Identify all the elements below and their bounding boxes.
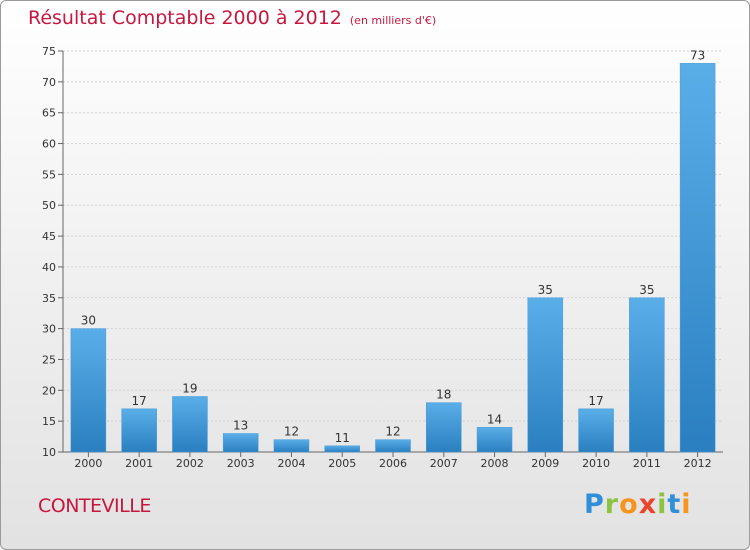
y-tick-label-65: 65 xyxy=(42,107,56,120)
y-tick-label-30: 30 xyxy=(42,323,56,336)
data-label-2011: 35 xyxy=(639,283,654,297)
logo-letter: x xyxy=(638,489,658,520)
x-tick-label-2009: 2009 xyxy=(531,457,559,470)
y-tick-label-75: 75 xyxy=(42,45,56,58)
x-tick-label-2012: 2012 xyxy=(684,457,712,470)
data-label-2001: 17 xyxy=(132,394,147,408)
data-label-2005: 11 xyxy=(335,431,350,445)
bar-2002 xyxy=(172,396,208,453)
data-label-2007: 18 xyxy=(436,388,451,402)
logo-letter: o xyxy=(619,489,639,520)
logo-letter: t xyxy=(667,489,682,520)
data-label-2009: 35 xyxy=(538,283,553,297)
bar-2001 xyxy=(121,408,157,453)
y-tick-label-35: 35 xyxy=(42,292,56,305)
x-tick-label-2002: 2002 xyxy=(176,457,204,470)
data-label-2008: 14 xyxy=(487,412,502,426)
bar-2006 xyxy=(375,439,411,453)
x-tick-label-2000: 2000 xyxy=(74,457,102,470)
data-label-2004: 12 xyxy=(284,425,299,439)
data-label-2003: 13 xyxy=(233,418,248,432)
y-tick-label-25: 25 xyxy=(42,353,56,366)
bar-2009 xyxy=(527,297,564,453)
logo-letter: P xyxy=(584,489,605,520)
proxiti-logo: Proxiti xyxy=(584,489,692,520)
bar-2011 xyxy=(629,297,665,453)
bar-2008 xyxy=(476,427,513,453)
x-tick-label-2001: 2001 xyxy=(125,457,153,470)
data-label-2010: 17 xyxy=(588,394,603,408)
bar-2005 xyxy=(324,445,360,453)
y-tick-label-55: 55 xyxy=(42,168,56,181)
y-tick-label-20: 20 xyxy=(42,384,56,397)
commune-name: CONTEVILLE xyxy=(38,495,151,517)
data-label-2012: 73 xyxy=(690,48,705,62)
bar-2007 xyxy=(426,402,462,453)
bar-2012 xyxy=(679,63,716,453)
y-tick-label-60: 60 xyxy=(42,138,56,151)
bar-2004 xyxy=(273,439,310,453)
data-label-2002: 19 xyxy=(182,381,197,395)
y-tick-label-40: 40 xyxy=(42,261,56,274)
chart-title: Résultat Comptable 2000 à 2012 (en millie… xyxy=(28,7,436,29)
x-tick-label-2005: 2005 xyxy=(328,457,356,470)
x-tick-label-2003: 2003 xyxy=(227,457,255,470)
bar-2003 xyxy=(222,433,259,453)
logo-letter: i xyxy=(681,489,692,520)
data-label-2000: 30 xyxy=(81,314,96,328)
y-tick-label-50: 50 xyxy=(42,199,56,212)
logo-letter: i xyxy=(657,489,668,520)
chart-title-text: Résultat Comptable 2000 à 2012 xyxy=(28,7,342,29)
y-tick-label-70: 70 xyxy=(42,76,56,89)
y-tick-label-15: 15 xyxy=(42,415,56,428)
x-tick-label-2011: 2011 xyxy=(633,457,661,470)
chart-subtitle: (en milliers d'€) xyxy=(349,14,437,27)
x-tick-label-2006: 2006 xyxy=(379,457,407,470)
x-tick-label-2010: 2010 xyxy=(582,457,610,470)
data-label-2006: 12 xyxy=(385,425,400,439)
x-tick-label-2008: 2008 xyxy=(481,457,509,470)
x-tick-label-2004: 2004 xyxy=(277,457,305,470)
bar-2010 xyxy=(578,408,614,453)
x-tick-label-2007: 2007 xyxy=(430,457,458,470)
logo-letter: r xyxy=(604,489,620,520)
y-tick-label-10: 10 xyxy=(42,446,56,459)
bar-2000 xyxy=(70,328,107,453)
y-tick-label-45: 45 xyxy=(42,230,56,243)
